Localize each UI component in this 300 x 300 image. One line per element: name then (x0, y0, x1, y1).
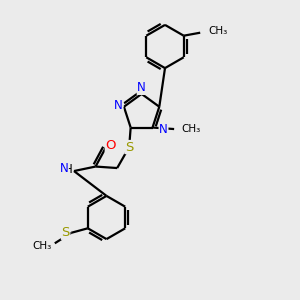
Text: N: N (59, 162, 68, 176)
Text: N: N (159, 122, 168, 136)
Text: N: N (114, 99, 123, 112)
Text: S: S (61, 226, 70, 239)
Text: H: H (64, 163, 73, 176)
Text: N: N (137, 81, 146, 94)
Text: S: S (125, 140, 134, 154)
Text: CH₃: CH₃ (182, 124, 201, 134)
Text: CH₃: CH₃ (32, 241, 51, 251)
Text: O: O (105, 139, 116, 152)
Text: CH₃: CH₃ (208, 26, 228, 36)
